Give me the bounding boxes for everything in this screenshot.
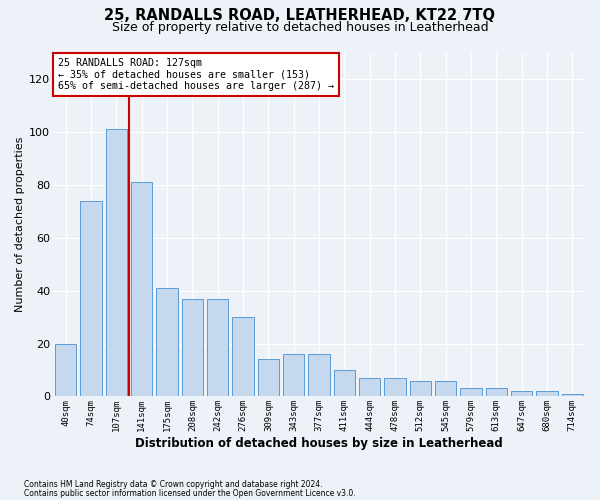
Text: Contains HM Land Registry data © Crown copyright and database right 2024.: Contains HM Land Registry data © Crown c… [24,480,323,489]
Bar [511,391,532,396]
Bar [283,354,304,397]
X-axis label: Distribution of detached houses by size in Leatherhead: Distribution of detached houses by size … [135,437,503,450]
Bar [435,380,457,396]
Text: Size of property relative to detached houses in Leatherhead: Size of property relative to detached ho… [112,21,488,34]
Bar [55,344,76,396]
Bar [308,354,330,397]
Bar [207,298,229,396]
Bar [257,360,279,397]
Text: 25 RANDALLS ROAD: 127sqm
← 35% of detached houses are smaller (153)
65% of semi-: 25 RANDALLS ROAD: 127sqm ← 35% of detach… [58,58,334,91]
Bar [562,394,583,396]
Text: Contains public sector information licensed under the Open Government Licence v3: Contains public sector information licen… [24,488,356,498]
Bar [410,380,431,396]
Bar [131,182,152,396]
Y-axis label: Number of detached properties: Number of detached properties [15,137,25,312]
Bar [334,370,355,396]
Text: 25, RANDALLS ROAD, LEATHERHEAD, KT22 7TQ: 25, RANDALLS ROAD, LEATHERHEAD, KT22 7TQ [104,8,496,22]
Bar [384,378,406,396]
Bar [106,129,127,396]
Bar [232,317,254,396]
Bar [156,288,178,397]
Bar [80,200,102,396]
Bar [182,298,203,396]
Bar [460,388,482,396]
Bar [485,388,507,396]
Bar [359,378,380,396]
Bar [536,391,558,396]
